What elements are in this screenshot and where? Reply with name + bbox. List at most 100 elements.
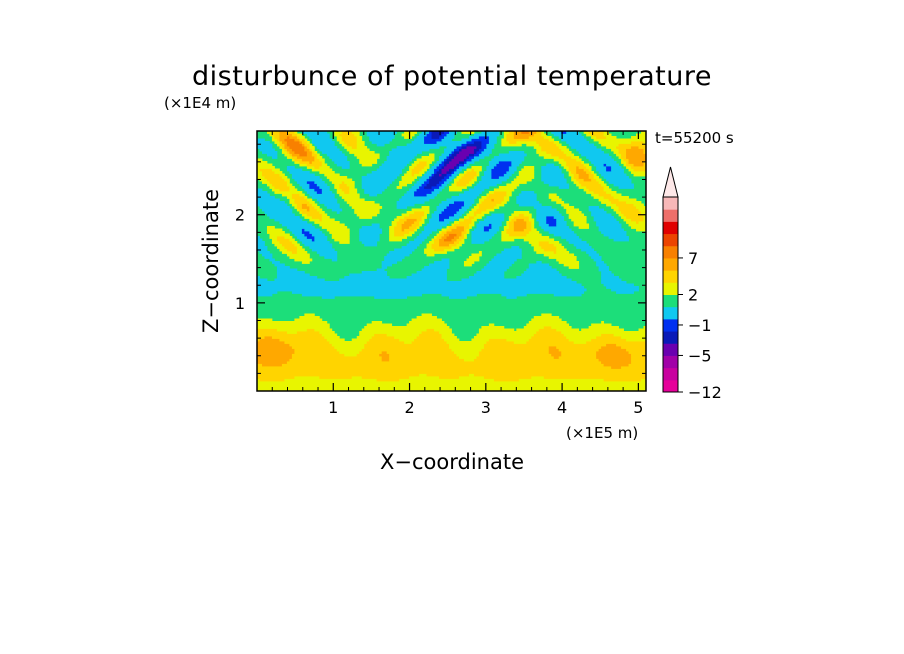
field-cell (456, 146, 462, 149)
field-cell (286, 226, 315, 229)
field-cell (316, 208, 323, 212)
x-unit-label: (×1E5 m) (566, 424, 638, 442)
field-cell (314, 238, 328, 242)
field-cell (566, 161, 582, 164)
field-cell (439, 243, 450, 247)
field-cell (598, 193, 612, 197)
field-cell (461, 148, 475, 152)
field-cell (394, 233, 405, 237)
field-cell (573, 223, 590, 227)
field-cell (389, 238, 403, 242)
field-cell (301, 203, 308, 207)
field-cell (531, 376, 545, 379)
field-cell (631, 353, 646, 357)
field-cell (458, 221, 472, 224)
field-cell (493, 188, 515, 192)
field-cell (486, 341, 515, 344)
field-cell (528, 136, 545, 139)
field-cell (573, 341, 587, 344)
field-cell (548, 223, 557, 227)
field-cell (311, 148, 315, 152)
field-cell (439, 238, 445, 242)
field-cell (294, 348, 338, 352)
field-cell (434, 236, 437, 239)
field-cell (483, 346, 550, 349)
field-cell (257, 373, 420, 377)
field-cell (309, 193, 335, 197)
field-cell (523, 271, 560, 274)
field-cell (521, 191, 535, 194)
field-cell (598, 181, 605, 184)
field-cell (628, 223, 646, 227)
field-cell (556, 218, 565, 222)
field-cell (284, 143, 288, 147)
field-cell (274, 141, 280, 144)
field-cell (434, 261, 450, 264)
field-cell (508, 168, 517, 172)
field-cell (541, 246, 557, 249)
field-cell (598, 266, 609, 269)
field-cell (636, 221, 639, 224)
field-cell (369, 138, 393, 142)
field-cell (503, 196, 510, 199)
field-cell (543, 181, 567, 184)
field-cell (449, 188, 462, 192)
field-cell (306, 151, 313, 154)
field-cell (386, 253, 410, 257)
field-cell (354, 211, 380, 214)
field-cell (488, 228, 500, 232)
x-tick-label: 3 (481, 398, 491, 417)
field-cell (616, 146, 632, 149)
field-cell (523, 213, 532, 217)
field-cell (468, 156, 475, 159)
field-cell (528, 266, 552, 269)
field-cell (481, 176, 492, 179)
field-cell (571, 218, 587, 222)
field-cell (466, 171, 477, 174)
field-cell (446, 156, 450, 159)
field-cell (598, 141, 632, 144)
field-cell (284, 378, 378, 382)
field-cell (506, 138, 550, 142)
field-cell (424, 136, 432, 139)
field-cell (444, 176, 450, 179)
field-cell (301, 158, 315, 162)
field-cell (291, 241, 298, 244)
field-cell (359, 233, 380, 237)
field-cell (441, 231, 447, 234)
field-cell (601, 281, 627, 284)
field-cell (276, 246, 285, 249)
field-cell (389, 353, 457, 357)
field-cell (314, 328, 333, 332)
field-cell (321, 188, 330, 192)
field-cell (506, 136, 515, 139)
field-cell (471, 241, 485, 244)
field-cell (578, 151, 605, 154)
field-cell (304, 233, 313, 237)
field-cell (449, 346, 485, 349)
field-cell (568, 173, 575, 177)
field-cell (301, 186, 310, 189)
field-cell (478, 351, 550, 354)
field-cell (296, 156, 315, 159)
field-cell (391, 221, 398, 224)
field-cell (456, 211, 465, 214)
field-cell (271, 131, 280, 134)
field-cell (616, 291, 634, 294)
field-cell (276, 266, 290, 269)
field-cell (533, 133, 542, 137)
field-cell (531, 228, 537, 232)
field-cell (274, 278, 325, 282)
field-cell (503, 173, 512, 177)
field-cell (274, 191, 303, 194)
field-cell (463, 226, 470, 229)
field-cell (606, 203, 617, 207)
field-cell (257, 328, 278, 332)
field-cell (473, 133, 500, 137)
field-cell (257, 378, 260, 382)
field-cell (257, 168, 260, 172)
field-cell (488, 141, 497, 144)
field-cell (396, 203, 415, 207)
field-cell (548, 231, 575, 234)
